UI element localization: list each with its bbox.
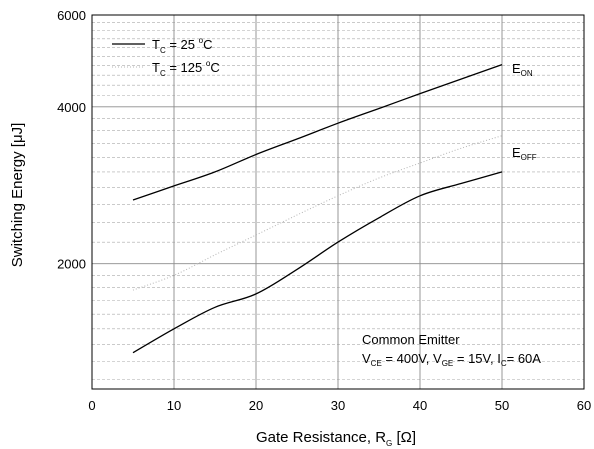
series-label-eoff: EOFF [512,145,537,162]
tick-labels: 0 10 20 30 40 50 60 2000 4000 6000 [57,8,591,413]
y-axis-title: Switching Energy [μJ] [9,123,26,268]
legend: TC = 25 oC TC = 125 oC [112,36,220,78]
y-tick-label: 6000 [57,8,86,23]
x-tick-label: 0 [88,398,95,413]
x-tick-label: 20 [249,398,263,413]
series-line-e-on-125 [132,135,503,291]
conditions-annotation: Common Emitter VCE = 400V, VGE = 15V, IC… [362,332,541,368]
x-tick-label: 10 [167,398,181,413]
series-line-e-on [132,63,503,201]
legend-label-125c: TC = 125 oC [152,59,220,78]
x-tick-label: 50 [495,398,509,413]
annotation-line-1: Common Emitter [362,332,460,347]
plot-frame [91,14,585,390]
x-axis-title: Gate Resistance, RG [Ω] [256,429,416,448]
y-tick-label: 4000 [57,100,86,115]
x-tick-label: 60 [577,398,591,413]
series-line-e-off [132,171,503,354]
series-layer [132,63,503,354]
x-tick-label: 40 [413,398,427,413]
legend-label-25c: TC = 25 oC [152,36,212,55]
x-tick-label: 30 [331,398,345,413]
y-tick-label: 2000 [57,257,86,272]
series-label-eon: EON [512,61,533,78]
annotation-line-2: VCE = 400V, VGE = 15V, IC= 60A [362,351,541,368]
